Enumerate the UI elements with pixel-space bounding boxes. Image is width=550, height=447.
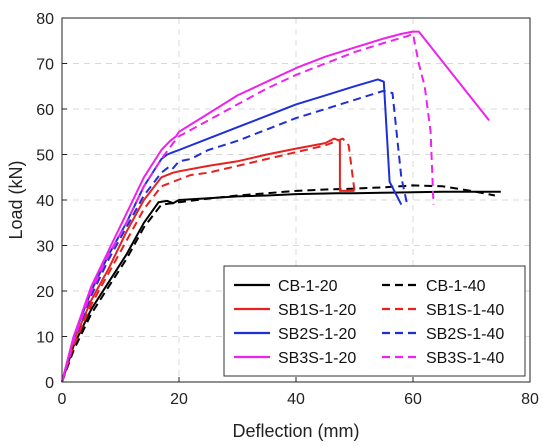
- legend-entry-label: SB2S-1-40: [426, 326, 504, 343]
- x-tick-label: 60: [404, 391, 422, 408]
- legend-entry-label: SB3S-1-40: [426, 350, 504, 367]
- series-line-sb2s-1-20: [61, 78, 403, 383]
- legend-entry-label: SB1S-1-40: [426, 302, 504, 319]
- series-line-cb-1-40: [61, 184, 496, 383]
- series-line-sb3s-1-40: [61, 32, 435, 383]
- series-line-sb2s-1-40: [61, 89, 409, 383]
- x-axis-ticks: 0 20 40 60 80: [58, 377, 539, 408]
- series-line-sb3s-1-20: [61, 30, 490, 383]
- y-tick-label: 50: [36, 148, 54, 165]
- legend-entry-label: SB3S-1-20: [278, 350, 356, 367]
- legend-entry-label: SB1S-1-20: [278, 302, 356, 319]
- grid-lines: [62, 18, 530, 382]
- y-tick-label: 10: [36, 330, 54, 347]
- legend-entry-label: CB-1-20: [278, 278, 338, 295]
- x-tick-label: 80: [521, 391, 539, 408]
- y-tick-label: 70: [36, 57, 54, 74]
- legend: CB-1-20 SB1S-1-20 SB2S-1-20 SB3S-1-20 CB-1-4…: [223, 265, 526, 377]
- y-tick-label: 80: [36, 11, 54, 28]
- y-tick-label: 20: [36, 284, 54, 301]
- y-tick-label: 60: [36, 102, 54, 119]
- series-line-sb1s-1-20: [61, 137, 355, 383]
- x-axis-title: Deflection (mm): [232, 421, 359, 441]
- y-axis-ticks: 0 10 20 30 40 50 60 70 80: [36, 11, 67, 392]
- x-tick-label: 40: [287, 391, 305, 408]
- series-layer: [61, 30, 501, 383]
- y-tick-label: 30: [36, 239, 54, 256]
- x-tick-label: 0: [58, 391, 67, 408]
- x-tick-label: 20: [170, 391, 188, 408]
- legend-entry-label: SB2S-1-20: [278, 326, 356, 343]
- y-tick-label: 0: [45, 375, 54, 392]
- legend-entry-label: CB-1-40: [426, 278, 486, 295]
- y-axis-title: Load (kN): [6, 160, 26, 239]
- legend-box: [223, 265, 526, 377]
- y-tick-label: 40: [36, 193, 54, 210]
- series-line-sb1s-1-40: [61, 137, 356, 383]
